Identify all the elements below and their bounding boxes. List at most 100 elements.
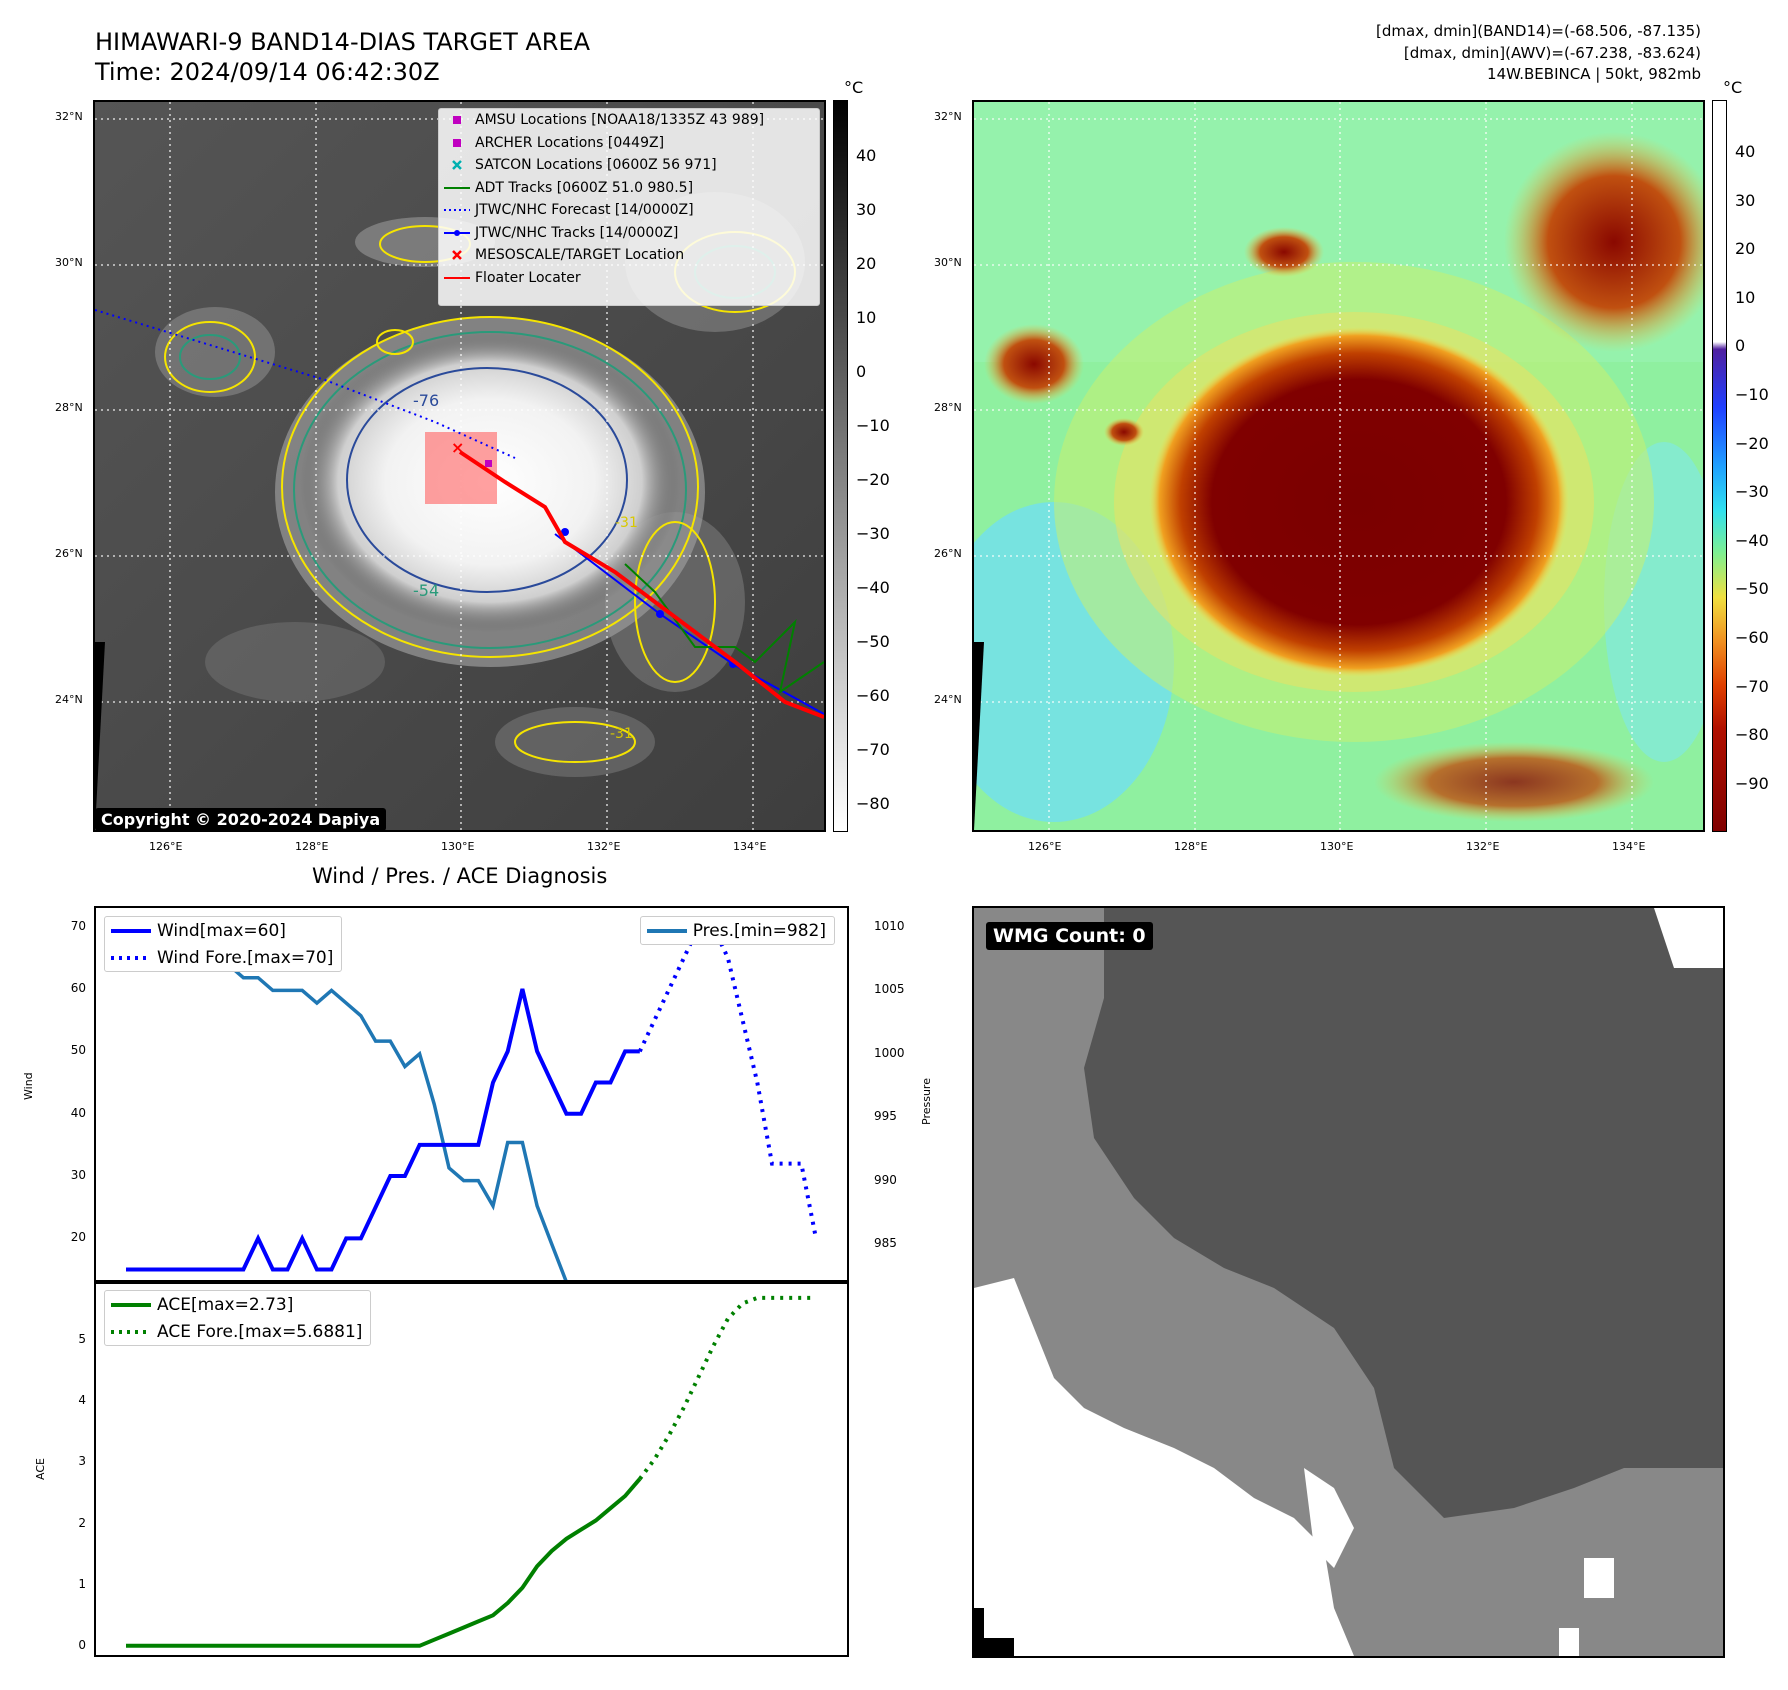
y-tick-label: 3 xyxy=(78,1454,86,1469)
y-tick-label: 1010 xyxy=(874,919,905,934)
ace-legend-label: ACE[max=2.73] xyxy=(157,1294,294,1315)
colorbar-tick: 40 xyxy=(1735,142,1756,161)
ace-ylabel: ACE xyxy=(34,1458,47,1480)
wmg-count-badge: WMG Count: 0 xyxy=(986,922,1153,950)
y-tick-label: 60 xyxy=(70,981,86,996)
wmg-canvas xyxy=(974,908,1723,1656)
pressure-legend-label: Pres.[min=982] xyxy=(692,920,826,941)
storm-info: 14W.BEBINCA | 50kt, 982mb xyxy=(1487,65,1701,83)
legend-label: MESOSCALE/TARGET Location xyxy=(475,247,685,264)
y-tick-label: 50 xyxy=(70,1043,86,1058)
lat-label-30: 30°N xyxy=(55,256,83,269)
y-tick-label: 5 xyxy=(78,1332,86,1347)
colorbar-tick: 10 xyxy=(1735,287,1756,307)
colorbar-tick: −50 xyxy=(1735,579,1769,599)
colorbar-tick: −90 xyxy=(1735,773,1769,793)
y-tick-label: 4 xyxy=(78,1393,86,1408)
legend-label: JTWC/NHC Tracks [14/0000Z] xyxy=(475,224,679,241)
figure-title: HIMAWARI-9 BAND14-DIAS TARGET AREA xyxy=(95,28,591,56)
y-tick-label: 0 xyxy=(78,1637,86,1652)
colorbar-tick: 30 xyxy=(1735,190,1756,210)
legend-item: Floater Locater xyxy=(439,267,819,290)
legend-label: Floater Locater xyxy=(475,269,581,286)
contour-label-31b: -31 xyxy=(610,726,633,742)
wmg-panel: WMG Count: 0 xyxy=(972,906,1725,1658)
colorbar-tick: 0 xyxy=(856,362,867,381)
map-legend: AMSU Locations [NOAA18/1335Z 43 989] ARCH… xyxy=(438,108,820,306)
colorbar-tick: −70 xyxy=(1735,676,1769,696)
band14-range: [dmax, dmin](BAND14)=(-68.506, -87.135) xyxy=(1376,22,1701,40)
lon-label-128-b: 128°E xyxy=(1174,840,1208,853)
ace-fore-legend-label: ACE Fore.[max=5.6881] xyxy=(157,1321,363,1342)
lat-label-26-b: 26°N xyxy=(934,547,962,560)
legend-label: JTWC/NHC Forecast [14/0000Z] xyxy=(475,202,694,219)
colorbar-tick: −20 xyxy=(1735,433,1769,453)
colorbar-tick: −10 xyxy=(1735,385,1769,404)
legend-symbol xyxy=(439,158,475,172)
wind-pressure-plot: Wind[max=60] Wind Fore.[max=70] Pres.[mi… xyxy=(94,906,849,1284)
lon-label-126: 126°E xyxy=(149,840,183,853)
legend-symbol xyxy=(439,248,475,262)
colorbar-tick: −30 xyxy=(856,524,890,543)
legend-label: ARCHER Locations [0449Z] xyxy=(475,134,665,151)
y-tick-label: 70 xyxy=(70,918,86,933)
contour-label-76: -76 xyxy=(413,391,439,410)
lat-label-28-b: 28°N xyxy=(934,401,962,414)
forecast-line-1 xyxy=(638,1295,816,1481)
colorbar-tick: −60 xyxy=(856,686,890,705)
lon-label-126-b: 126°E xyxy=(1028,840,1062,853)
legend-item: JTWC/NHC Forecast [14/0000Z] xyxy=(439,199,819,222)
contour-label-31a: -31 xyxy=(615,515,638,531)
legend-symbol xyxy=(439,181,475,195)
figure-timestamp: Time: 2024/09/14 06:42:30Z xyxy=(95,58,440,86)
colorbar-tick: −80 xyxy=(1735,725,1769,745)
legend-symbol xyxy=(439,226,475,240)
lat-label-28: 28°N xyxy=(55,401,83,414)
band14-map: -76 -54 -31 -31 × xyxy=(93,100,826,832)
colorbar-tick: −30 xyxy=(1735,482,1769,502)
legend-item: JTWC/NHC Tracks [14/0000Z] xyxy=(439,222,819,245)
lon-label-130: 130°E xyxy=(441,840,475,853)
ace-plot: ACE[max=2.73] ACE Fore.[max=5.6881] xyxy=(94,1280,849,1657)
legend-label: AMSU Locations [NOAA18/1335Z 43 989] xyxy=(475,112,765,129)
colorbar-tick: −60 xyxy=(1735,628,1769,647)
lon-label-128: 128°E xyxy=(295,840,329,853)
lon-label-132: 132°E xyxy=(587,840,621,853)
series-line-0 xyxy=(126,1477,642,1648)
copyright-badge: Copyright © 2020-2024 Dapiya xyxy=(95,808,387,830)
lat-label-26: 26°N xyxy=(55,547,83,560)
legend-item: ADT Tracks [0600Z 51.0 980.5] xyxy=(439,177,819,200)
lat-label-30-b: 30°N xyxy=(934,256,962,269)
lon-label-132-b: 132°E xyxy=(1466,840,1500,853)
legend-item: ARCHER Locations [0449Z] xyxy=(439,132,819,155)
y-tick-label: 40 xyxy=(70,1105,86,1120)
colorbar-tick: −10 xyxy=(856,416,890,435)
pressure-ylabel: Pressure xyxy=(920,1078,933,1125)
awv-map xyxy=(972,100,1705,832)
y-tick-label: 2 xyxy=(78,1515,86,1530)
lon-label-134-b: 134°E xyxy=(1612,840,1646,853)
lat-label-32: 32°N xyxy=(55,110,83,123)
legend-label: ADT Tracks [0600Z 51.0 980.5] xyxy=(475,179,694,196)
contour-label-54: -54 xyxy=(413,581,439,600)
colorbar-tick: −20 xyxy=(856,470,890,489)
lon-label-130-b: 130°E xyxy=(1320,840,1354,853)
y-tick-label: 20 xyxy=(70,1230,86,1245)
colorbar-tick: −70 xyxy=(856,740,890,759)
wind-fore-legend-label: Wind Fore.[max=70] xyxy=(157,947,334,968)
colorbar-tick: 0 xyxy=(1735,336,1746,356)
lat-label-32-b: 32°N xyxy=(934,110,962,123)
y-tick-label: 30 xyxy=(70,1168,86,1183)
legend-symbol xyxy=(439,271,475,285)
lat-label-24: 24°N xyxy=(55,693,83,706)
legend-symbol xyxy=(439,136,475,150)
colorbar1-unit: °C xyxy=(844,78,864,97)
legend-label: SATCON Locations [0600Z 56 971] xyxy=(475,157,717,174)
colorbar-tick: −80 xyxy=(856,794,890,813)
ace-legend: ACE[max=2.73] ACE Fore.[max=5.6881] xyxy=(104,1290,372,1346)
legend-item: AMSU Locations [NOAA18/1335Z 43 989] xyxy=(439,109,819,132)
legend-symbol xyxy=(439,203,475,217)
colorbar-tick: 40 xyxy=(856,146,877,165)
wind-legend-label: Wind[max=60] xyxy=(157,920,286,941)
svg-text:×: × xyxy=(451,438,464,457)
